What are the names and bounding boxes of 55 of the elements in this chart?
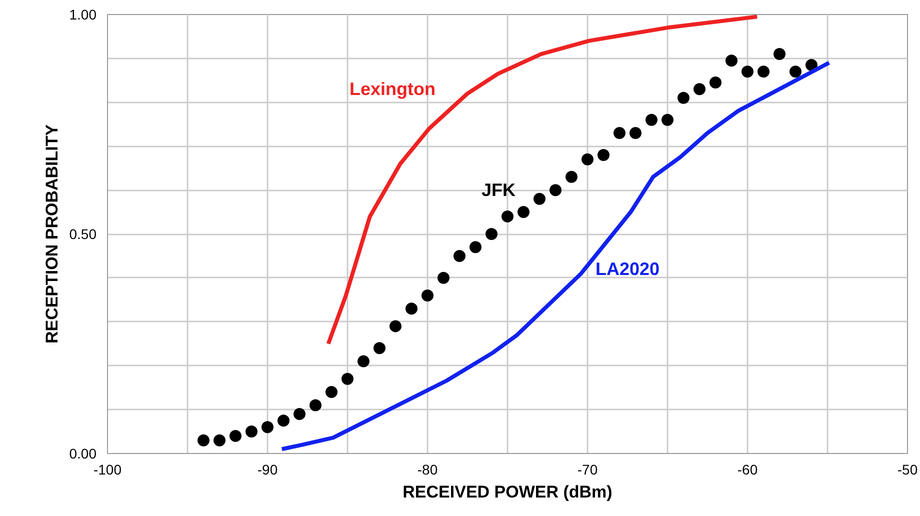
point — [598, 148, 610, 161]
x-tick-label: -70 — [577, 462, 598, 478]
point — [262, 421, 274, 434]
y-tick-label: 0.50 — [69, 226, 97, 242]
point — [678, 92, 690, 104]
point — [198, 434, 210, 446]
point — [742, 66, 754, 78]
point — [662, 114, 674, 126]
point — [502, 210, 514, 222]
point — [214, 434, 226, 446]
x-tick-label: -100 — [93, 462, 122, 478]
point — [774, 48, 786, 60]
point — [790, 66, 802, 78]
point — [406, 302, 418, 315]
point — [294, 408, 306, 420]
point — [390, 320, 402, 332]
point — [486, 228, 498, 240]
x-tick-label: -50 — [897, 462, 918, 478]
point — [342, 372, 354, 385]
point — [518, 206, 530, 218]
point — [710, 76, 722, 89]
point — [470, 241, 482, 254]
point — [614, 127, 626, 140]
point — [550, 184, 562, 196]
y-axis-title: RECEPTION PROBABILITY — [42, 124, 62, 344]
point — [630, 127, 642, 140]
point — [422, 289, 434, 302]
point — [326, 386, 338, 398]
x-axis-title: RECEIVED POWER (dBm) — [402, 482, 612, 502]
line-series — [280, 60, 832, 452]
series-label: JFK — [481, 180, 516, 200]
point — [758, 66, 770, 78]
point — [438, 272, 450, 284]
point — [230, 430, 242, 442]
series-label: Lexington — [350, 79, 436, 100]
x-tick-label: -60 — [737, 462, 758, 478]
point — [278, 414, 290, 427]
y-tick-label: 0.00 — [69, 446, 97, 462]
point — [374, 342, 386, 354]
y-tick-label: 1.00 — [69, 6, 97, 22]
series-label: LA2020 — [596, 259, 660, 280]
x-tick-label: -80 — [417, 462, 438, 478]
point — [534, 192, 546, 205]
point — [566, 170, 578, 183]
point — [806, 58, 818, 71]
point — [646, 114, 658, 126]
point — [582, 153, 594, 166]
x-tick-label: -90 — [257, 462, 278, 478]
point — [310, 399, 322, 412]
point — [454, 250, 466, 262]
point — [358, 355, 370, 368]
point — [694, 83, 706, 96]
point — [726, 54, 738, 67]
line-series — [326, 14, 760, 346]
point — [246, 426, 258, 438]
